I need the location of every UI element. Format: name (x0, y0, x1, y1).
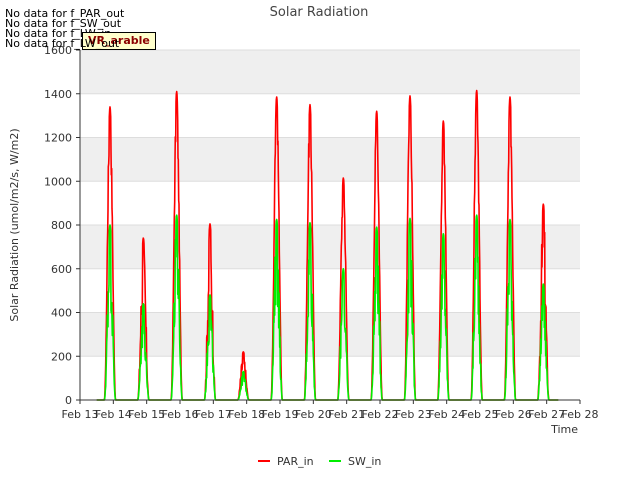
y-tick-label: 1400 (44, 88, 72, 101)
x-tick-label: Feb 24 (428, 408, 465, 421)
y-tick-label: 200 (51, 350, 72, 363)
y-tick-label: 400 (51, 307, 72, 320)
y-tick-label: 0 (65, 394, 72, 407)
x-tick-label: Feb 13 (62, 408, 99, 421)
x-tick-label: Feb 28 (562, 408, 599, 421)
background-band (80, 137, 580, 182)
x-tick-label: Feb 16 (162, 408, 199, 421)
x-tick-label: Feb 20 (295, 408, 332, 421)
background-band (80, 312, 580, 357)
x-axis-label: Time (550, 423, 578, 436)
chart-title: Solar Radiation (270, 5, 369, 20)
x-tick-label: Feb 14 (95, 408, 132, 421)
x-tick-label: Feb 18 (228, 408, 265, 421)
no-data-message: No data for f_LW_in (5, 27, 112, 40)
no-data-message: No data for f_LW_out (5, 37, 120, 50)
no-data-message: No data for f_SW_out (5, 17, 122, 30)
legend: PAR_in SW_in (258, 455, 381, 468)
legend-label: SW_in (348, 455, 381, 468)
background-band (80, 50, 580, 94)
y-tick-label: 1000 (44, 175, 72, 188)
x-tick-label: Feb 19 (262, 408, 299, 421)
y-tick-label: 1600 (44, 44, 72, 57)
x-tick-label: Feb 22 (362, 408, 399, 421)
x-tick-label: Feb 26 (495, 408, 532, 421)
x-tick-label: Feb 27 (528, 408, 565, 421)
y-axis-label: Solar Radiation (umol/m2/s, W/m2) (8, 128, 21, 321)
no-data-message: No data for f_PAR_out (5, 7, 125, 20)
x-tick-label: Feb 21 (328, 408, 365, 421)
y-tick-label: 1200 (44, 132, 72, 145)
y-tick-label: 800 (51, 219, 72, 232)
gridlines (80, 49, 580, 401)
x-tick-label: Feb 15 (128, 408, 165, 421)
background-band (80, 225, 580, 269)
x-tick-label: Feb 25 (462, 408, 499, 421)
x-tick-label: Feb 23 (395, 408, 432, 421)
legend-label: PAR_in (277, 455, 314, 468)
x-tick-label: Feb 17 (195, 408, 232, 421)
site-badge: VR_arable (82, 32, 156, 50)
y-tick-label: 600 (51, 263, 72, 276)
